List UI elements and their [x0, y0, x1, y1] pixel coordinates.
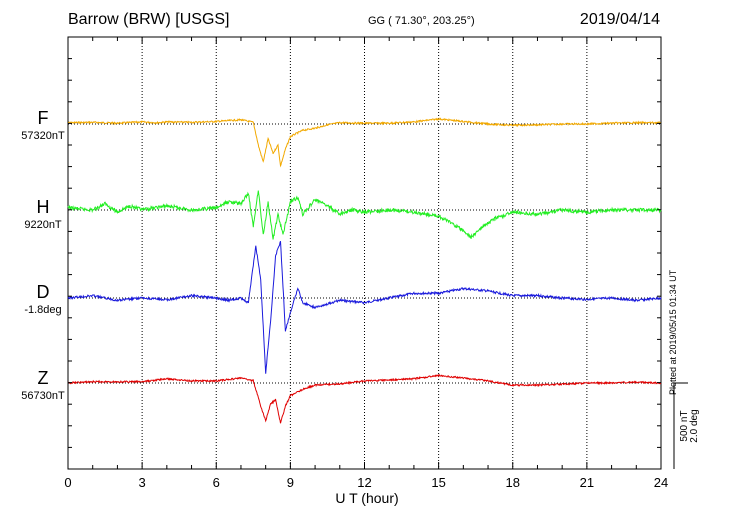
scale-bar-nt: 500 nT: [679, 410, 690, 441]
trace-f: [67, 117, 662, 168]
baseline-value: 9220nT: [24, 219, 62, 231]
panel-label-z: Z 56730nT: [13, 368, 73, 402]
component-name: D: [36, 282, 50, 302]
panel-label-h: H 9220nT: [13, 197, 73, 231]
baseline-value: -1.8deg: [24, 304, 62, 316]
station-coordinates: GG ( 71.30°, 203.25°): [368, 15, 475, 27]
x-axis-label: U T (hour): [335, 490, 398, 506]
grid-lines: [141, 37, 588, 469]
x-tick-label: 15: [431, 475, 445, 490]
trace-z: [67, 373, 662, 424]
x-tick-label: 0: [64, 475, 71, 490]
component-name: H: [36, 197, 50, 217]
component-name: Z: [37, 368, 49, 388]
component-name: F: [37, 108, 49, 128]
trace-d: [67, 241, 662, 374]
plotted-timestamp: Plotted at 2019/05/15 01:34 UT: [668, 269, 678, 395]
x-tick-label: 9: [287, 475, 294, 490]
chart-date: 2019/04/14: [579, 11, 660, 28]
component-traces: [67, 117, 662, 424]
x-tick-label: 24: [654, 475, 668, 490]
trace-h: [67, 190, 662, 240]
station-title: Barrow (BRW) [USGS]: [68, 11, 230, 28]
baseline-value: 56730nT: [21, 390, 65, 402]
scale-bar: 500 nT 2.0 deg: [673, 382, 700, 469]
baseline-value: 57320nT: [21, 130, 65, 142]
panel-label-d: D -1.8deg: [13, 282, 73, 316]
panel-label-f: F 57320nT: [13, 108, 73, 142]
x-tick-labels: 0 3 6 9 12 15 18 21 24: [64, 475, 668, 490]
x-tick-label: 6: [213, 475, 220, 490]
x-tick-label: 21: [580, 475, 594, 490]
x-tick-label: 3: [139, 475, 146, 490]
scale-bar-deg: 2.0 deg: [689, 409, 700, 442]
x-tick-label: 12: [357, 475, 371, 490]
x-tick-label: 18: [506, 475, 520, 490]
axis-ticks: [67, 37, 662, 469]
